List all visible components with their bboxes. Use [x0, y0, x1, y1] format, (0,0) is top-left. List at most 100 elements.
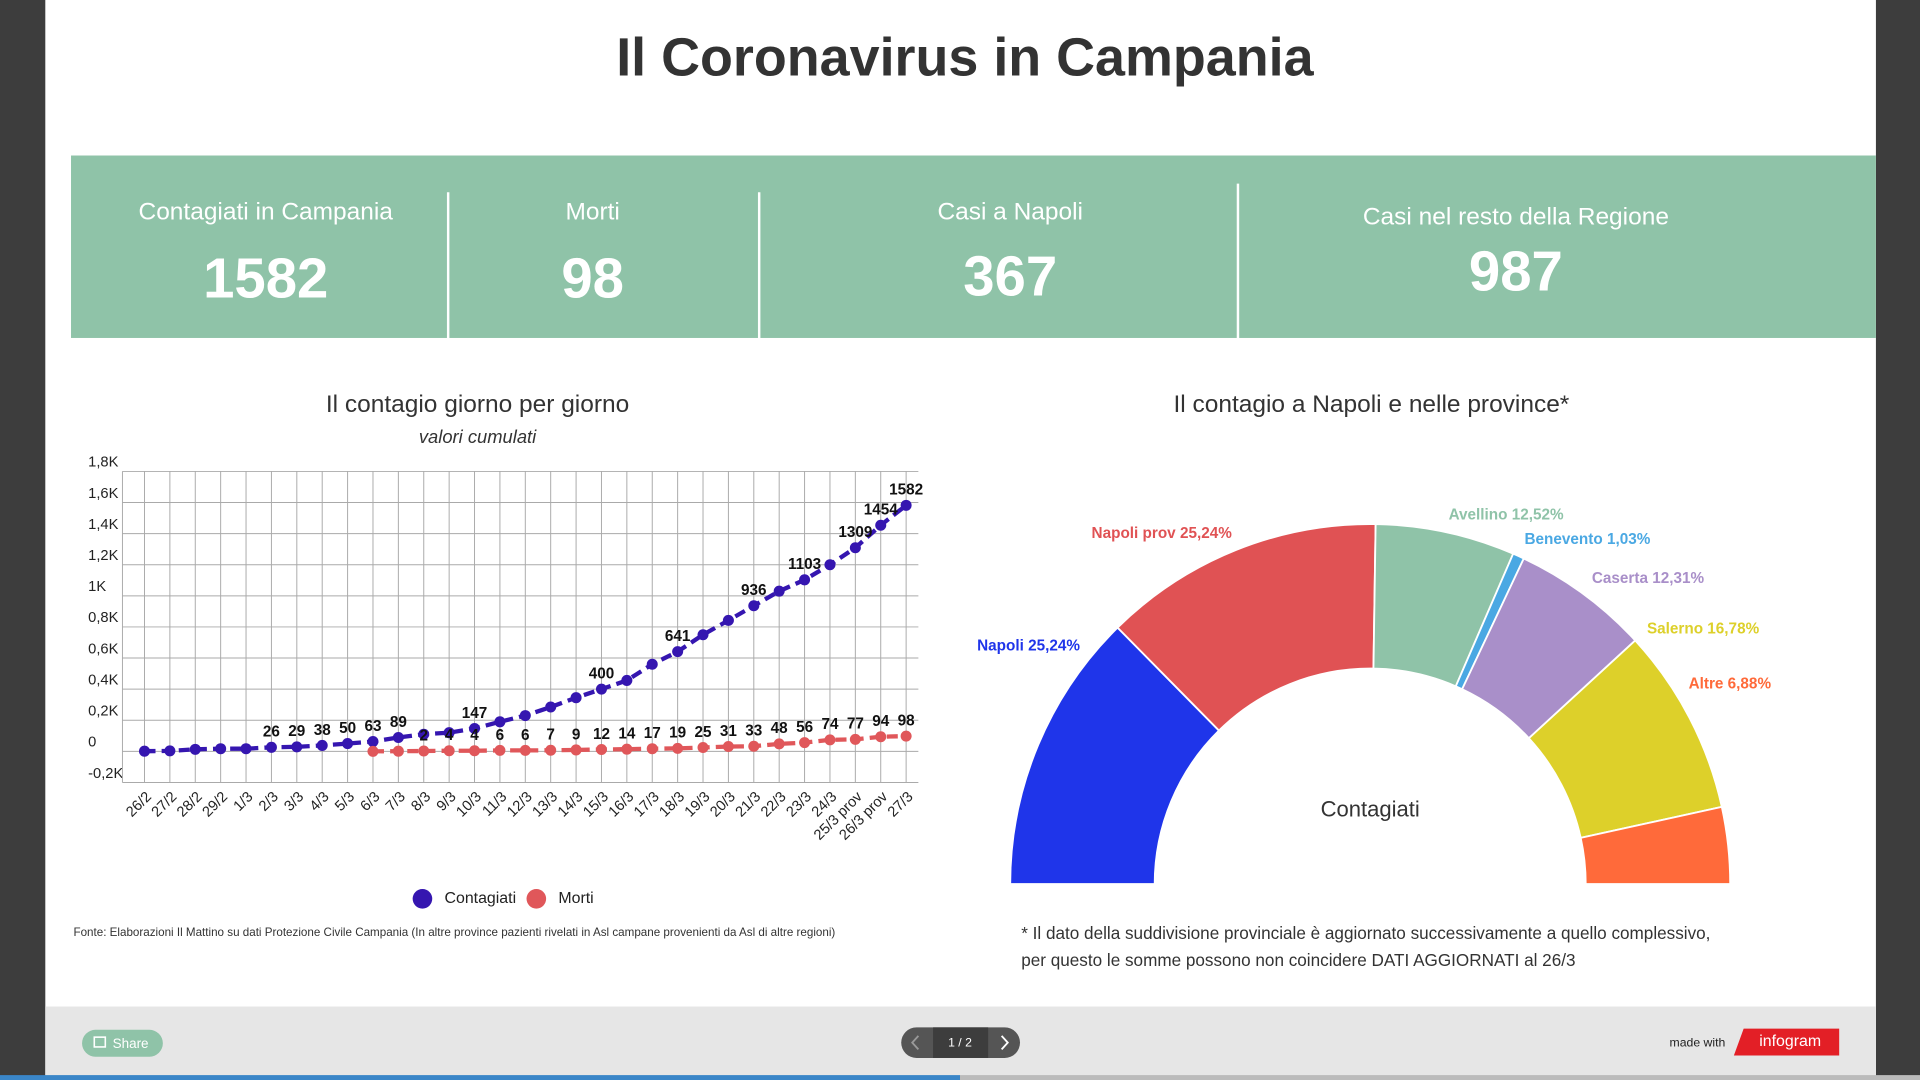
legend-swatch [412, 888, 433, 909]
y-tick-label: 0,8K [88, 610, 118, 626]
point [570, 692, 582, 704]
point [519, 710, 531, 722]
segment-value: 25,24% [1180, 525, 1232, 542]
footnote: per questo le somme possono non coincide… [1021, 950, 1575, 970]
kpi-label: Casi a Napoli [937, 199, 1083, 226]
progress-track [960, 1075, 1920, 1080]
point [545, 744, 557, 756]
point [443, 745, 455, 757]
segment-name: Benevento [1524, 531, 1602, 548]
progress [0, 1075, 960, 1080]
footnote: * Il dato della suddivisione provinciale… [1021, 923, 1710, 943]
point [291, 741, 303, 753]
data-label: 4 [470, 727, 479, 744]
data-label: 7 [546, 727, 555, 744]
point [773, 738, 785, 750]
prev-button[interactable] [911, 1035, 920, 1051]
y-tick-label: -0,2K [88, 766, 123, 782]
point [748, 600, 760, 612]
made-with: made with [1670, 1035, 1726, 1049]
data-label: 94 [872, 713, 890, 730]
donut-segment [1116, 523, 1377, 732]
segment-name: Napoli [977, 638, 1024, 655]
point [494, 716, 506, 728]
data-label: 38 [314, 722, 332, 739]
segment-label: Napoli prov 25,24% [1092, 525, 1233, 542]
point [773, 585, 785, 597]
share-label: Share [113, 1036, 149, 1051]
kpi-band [71, 155, 1876, 338]
data-label: 56 [796, 719, 813, 736]
donut-segment [1009, 626, 1221, 885]
point [265, 741, 277, 753]
point [189, 743, 201, 755]
series-line [372, 733, 907, 754]
point [215, 743, 227, 755]
next-button[interactable] [1000, 1035, 1009, 1051]
brand-badge[interactable] [1733, 1028, 1840, 1056]
kpi-label: Contagiati in Campania [139, 199, 394, 226]
point [722, 614, 734, 626]
donut-chart: Il contagio a Napoli e nelle province* Na… [977, 391, 1772, 885]
segment-name: Altre [1689, 676, 1724, 693]
point [646, 658, 658, 670]
point [595, 683, 607, 695]
segment-name: Avellino [1449, 507, 1508, 524]
point [595, 743, 607, 755]
segment-value: 12,52% [1512, 507, 1564, 524]
source-note: Fonte: Elaborazioni Il Mattino su dati P… [73, 926, 835, 939]
data-label: 89 [390, 714, 407, 731]
point [748, 740, 760, 752]
data-label: 1454 [864, 502, 899, 519]
pager-middle [933, 1027, 989, 1058]
segment-label: Benevento 1,03% [1524, 531, 1650, 548]
segment-value: 25,24% [1028, 638, 1080, 655]
point [494, 744, 506, 756]
segment-label: Caserta 12,31% [1592, 570, 1705, 587]
point [849, 542, 861, 554]
data-label: 33 [745, 723, 762, 740]
data-label: 48 [771, 720, 789, 737]
y-tick-label: 1K [88, 579, 106, 595]
data-label: 31 [720, 723, 738, 740]
chart-title: Il contagio giorno per giorno [326, 391, 629, 418]
data-label: 147 [462, 705, 488, 722]
data-label: 936 [741, 582, 767, 599]
point [875, 731, 887, 743]
point [799, 737, 811, 749]
y-tick-label: 1,8K [88, 455, 118, 471]
segment-value: 16,78% [1707, 620, 1759, 637]
point [392, 745, 404, 757]
segment-label: Altre 6,88% [1689, 676, 1772, 693]
data-label: 98 [898, 712, 916, 729]
segment-value: 12,31% [1652, 570, 1704, 587]
kpi-value: 987 [1469, 239, 1563, 302]
point [570, 744, 582, 756]
point [418, 745, 430, 757]
point [672, 742, 684, 754]
data-label: 26 [263, 724, 280, 741]
point [799, 574, 811, 586]
legend-label: Morti [558, 890, 593, 907]
point [875, 519, 887, 531]
y-tick-label: 0,4K [88, 672, 118, 688]
segment-name: Napoli prov [1092, 525, 1177, 542]
data-label: 29 [288, 723, 305, 740]
kpi-value: 98 [561, 247, 624, 310]
y-tick-label: 1,2K [88, 548, 118, 564]
data-label: 50 [339, 720, 356, 737]
data-label: 17 [644, 725, 661, 742]
point [900, 499, 912, 511]
point [900, 730, 912, 742]
data-label: 77 [847, 716, 864, 733]
data-label: 400 [589, 665, 615, 682]
data-label: 14 [618, 726, 636, 743]
pager-label: 1 / 2 [948, 1035, 972, 1049]
segment-name: Salerno [1647, 620, 1703, 637]
data-label: 6 [521, 727, 530, 744]
data-label: 641 [665, 628, 691, 645]
point [443, 727, 455, 739]
point [672, 646, 684, 658]
point [824, 734, 836, 746]
